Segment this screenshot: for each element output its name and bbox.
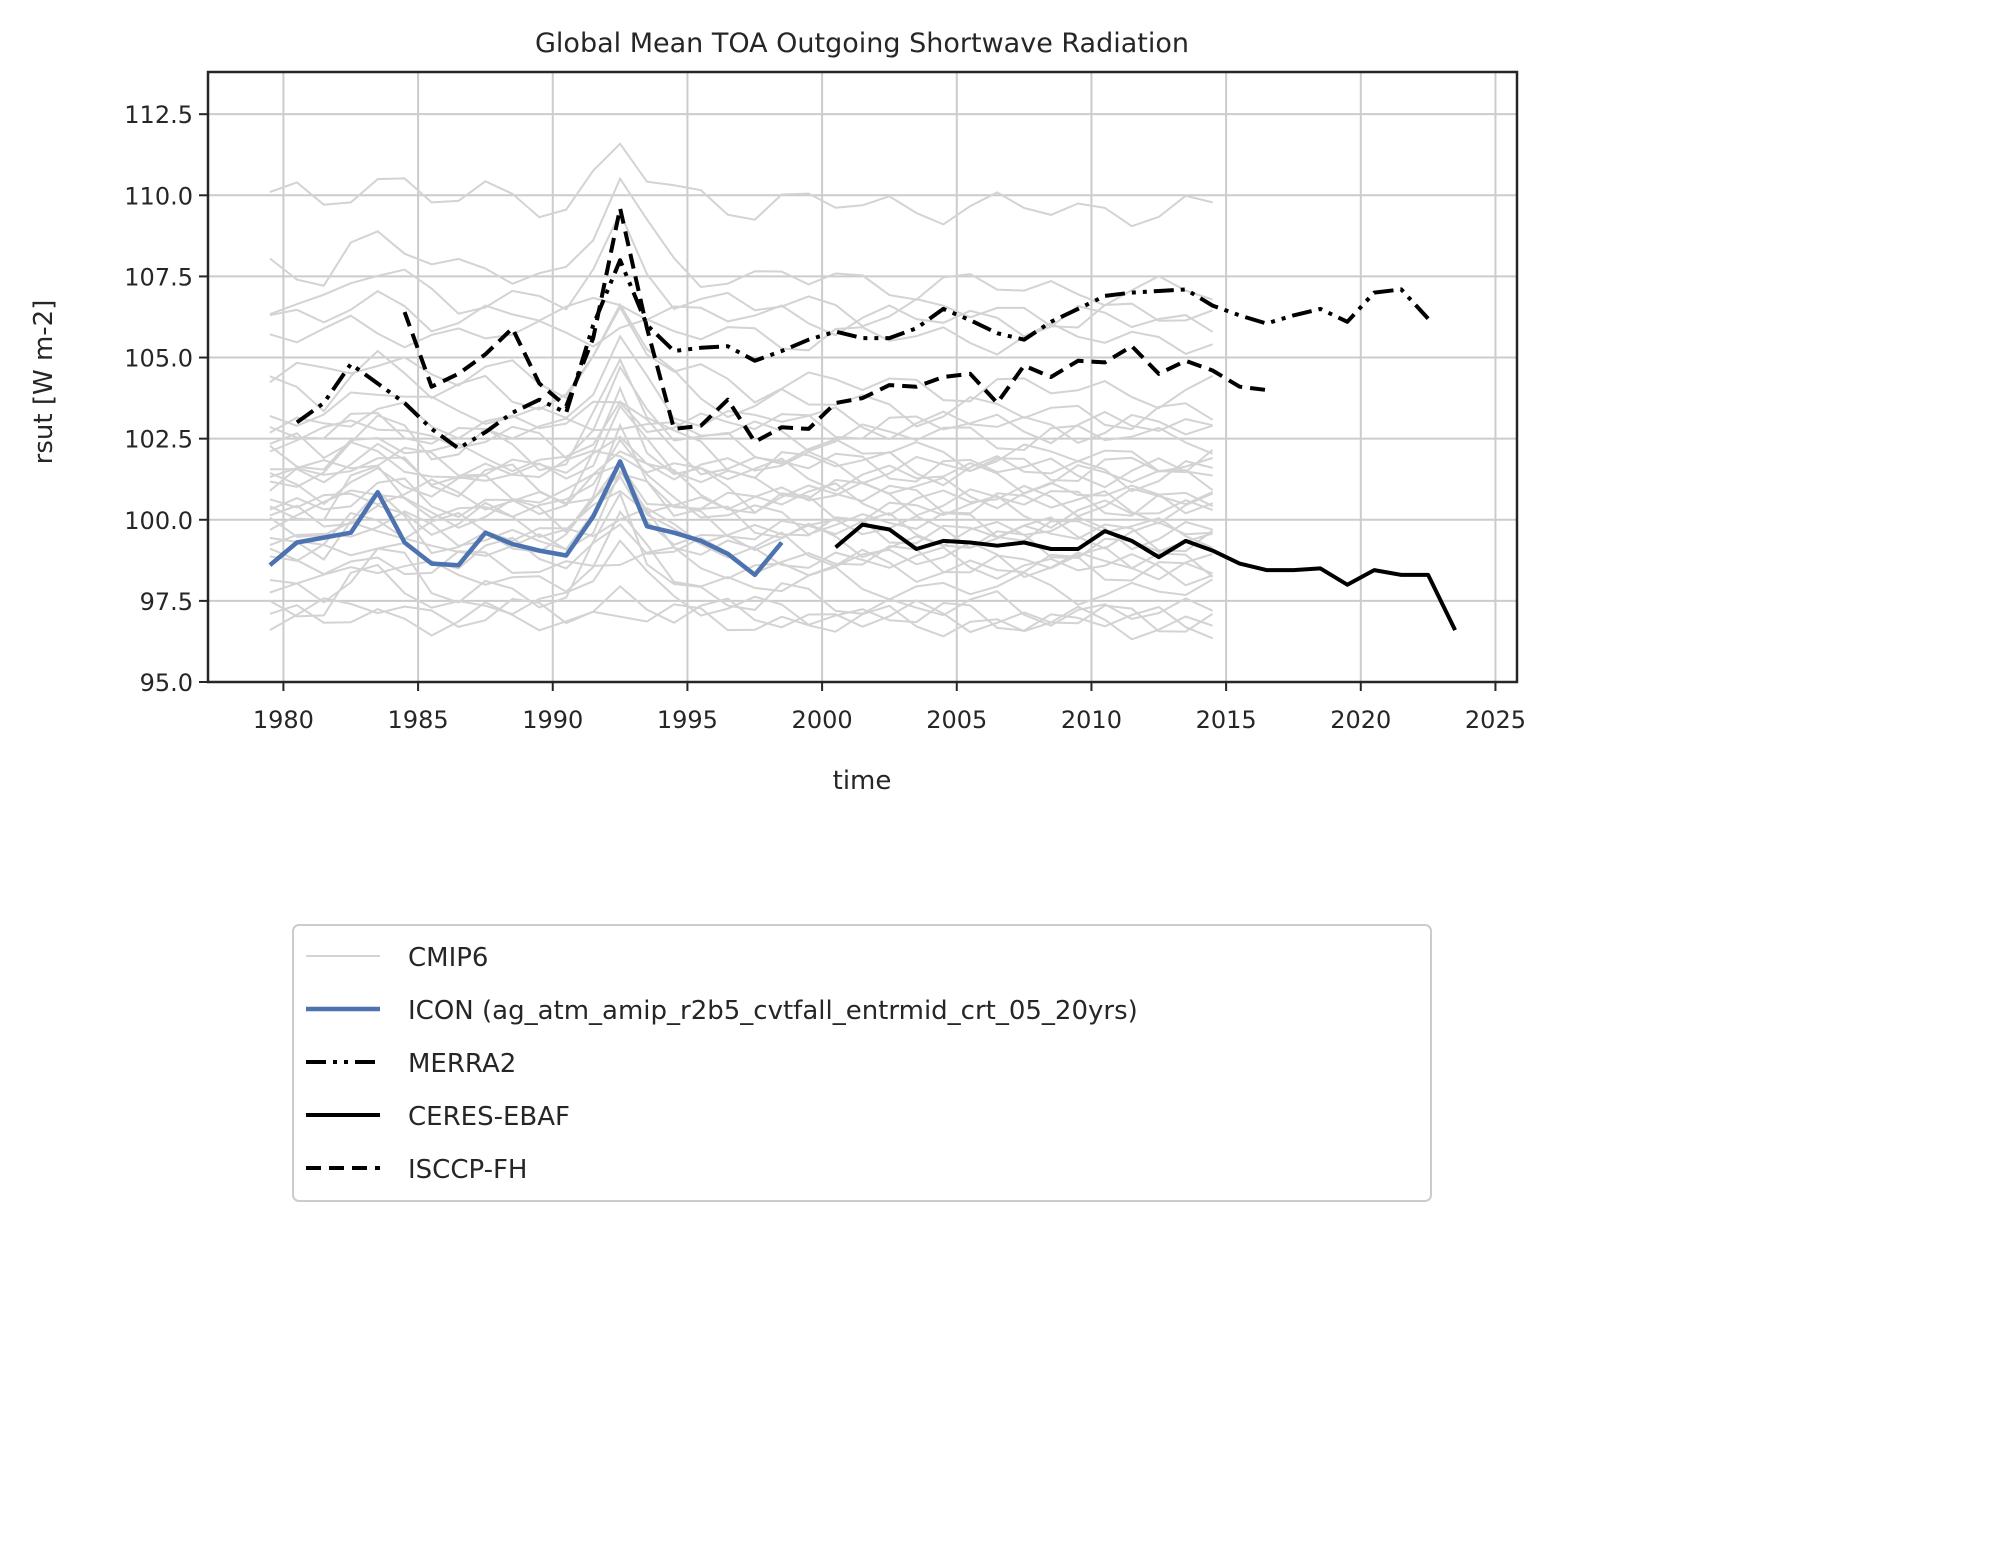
cmip6-model-line	[269, 176, 1213, 307]
cmip6-model-line	[269, 422, 1214, 553]
x-tick-label: 2025	[1465, 706, 1526, 734]
x-tick-label: 2005	[926, 706, 987, 734]
y-axis-label: rsut [W m-2]	[29, 300, 59, 465]
cmip6-model-line	[269, 472, 1214, 518]
cmip6-model-line	[269, 411, 1213, 455]
plot-area	[268, 142, 1457, 641]
icon-series-line	[268, 459, 784, 578]
grid	[208, 72, 1517, 683]
legend-entry-ceres-ebaf: CERES-EBAF	[306, 1102, 570, 1132]
x-tick-label: 1980	[253, 706, 314, 734]
isccp-fh-series-line	[402, 206, 1267, 444]
cmip6-model-line	[269, 584, 1214, 634]
cmip6-model-line	[269, 364, 1214, 474]
ceres-ebaf-series-line	[834, 522, 1457, 631]
legend-label: CERES-EBAF	[408, 1102, 570, 1132]
legend-entry-icon: ICON (ag_atm_amip_r2b5_cvtfall_entrmid_c…	[306, 996, 1138, 1026]
cmip6-model-line	[269, 302, 1214, 431]
y-tick-label: 100.0	[124, 507, 193, 535]
cmip6-model-line	[269, 546, 1213, 584]
chart-title: Global Mean TOA Outgoing Shortwave Radia…	[535, 28, 1189, 59]
cmip6-model-line	[269, 489, 1213, 551]
cmip6-model-line	[269, 290, 1214, 338]
y-tick-label: 110.0	[124, 182, 193, 210]
x-tick-label: 1990	[522, 706, 583, 734]
cmip6-model-line	[269, 305, 1214, 410]
cmip6-model-line	[269, 539, 1213, 640]
x-tick-label: 1995	[657, 706, 718, 734]
y-tick-label: 95.0	[140, 669, 193, 697]
cmip6-model-line	[269, 507, 1213, 550]
x-tick-label: 2020	[1330, 706, 1391, 734]
legend-entry-merra2: MERRA2	[306, 1049, 516, 1079]
ticks: 1980 1985 1990 1995 2000 2005 2010 2015 2020 2025…	[124, 101, 1526, 734]
y-tick-label: 107.5	[124, 263, 193, 291]
x-tick-label: 2010	[1061, 706, 1122, 734]
cmip6-model-line	[269, 601, 1213, 641]
legend: CMIP6 ICON (ag_atm_amip_r2b5_cvtfall_entr…	[292, 924, 1432, 1202]
cmip6-model-line	[269, 314, 1213, 356]
cmip6-model-line	[269, 474, 1213, 559]
legend-entry-isccp-fh: ISCCP-FH	[306, 1155, 527, 1185]
chart: Global Mean TOA Outgoing Shortwave Radia…	[29, 28, 1526, 1202]
legend-label: ISCCP-FH	[408, 1155, 527, 1185]
x-tick-label: 2015	[1196, 706, 1257, 734]
cmip6-model-line	[269, 469, 1213, 587]
legend-label: CMIP6	[408, 943, 488, 973]
y-tick-label: 102.5	[124, 426, 193, 454]
x-axis-label: time	[833, 766, 892, 796]
cmip6-model-line	[269, 404, 1213, 515]
x-tick-label: 2000	[792, 706, 853, 734]
merra2-series-line	[295, 258, 1430, 451]
plot-frame	[206, 70, 1519, 684]
cmip6-model-line	[269, 450, 1214, 517]
legend-label: MERRA2	[408, 1049, 516, 1079]
x-tick-label: 1985	[388, 706, 449, 734]
y-tick-label: 105.0	[124, 345, 193, 373]
cmip6-model-line	[269, 142, 1213, 228]
legend-entry-cmip6: CMIP6	[306, 943, 488, 973]
legend-label: ICON (ag_atm_amip_r2b5_cvtfall_entrmid_c…	[408, 996, 1138, 1026]
y-tick-label: 112.5	[124, 101, 193, 129]
legend-box	[292, 924, 1432, 1202]
y-tick-label: 97.5	[140, 588, 193, 616]
